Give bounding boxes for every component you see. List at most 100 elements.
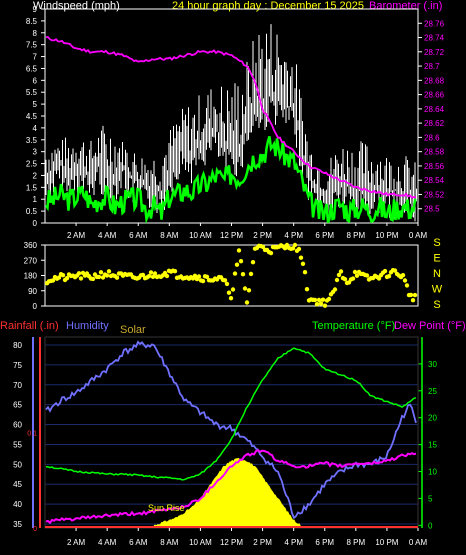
direction-point	[400, 273, 406, 278]
direction-y-tick-label: 270	[24, 256, 38, 265]
direction-point	[98, 270, 104, 275]
direction-point	[316, 297, 322, 303]
direction-point	[290, 246, 296, 251]
direction-point	[320, 297, 326, 302]
direction-point	[364, 273, 370, 278]
rain-axis-title: Rainfall (.in)	[0, 320, 59, 332]
climate-x-tick-label: 10 AM	[189, 538, 212, 547]
direction-point	[222, 278, 228, 283]
dewpoint-axis-title: Dew Point (°F)	[394, 320, 466, 332]
climate-x-tick-label: 12 PM	[220, 538, 243, 547]
solar-series	[153, 457, 302, 528]
direction-point	[196, 274, 202, 279]
baro-y-tick-label: 28.52	[424, 190, 445, 199]
direction-point	[148, 270, 154, 275]
direction-point	[60, 273, 66, 278]
direction-point	[408, 292, 414, 298]
direction-side-label: S	[433, 299, 440, 311]
direction-point	[50, 278, 56, 283]
direction-point	[350, 276, 356, 281]
climate-x-tick-label: 6 AM	[129, 538, 148, 547]
direction-point	[164, 273, 170, 279]
wind-x-tick-label: 4 AM	[98, 231, 117, 240]
humidity-y-tick-label: 45	[13, 480, 22, 489]
direction-point	[96, 274, 102, 280]
wind-x-tick-label: 4 PM	[284, 231, 303, 240]
baro-y-tick-label: 28.58	[424, 148, 445, 157]
wind-y-tick-label: 1.5	[26, 183, 38, 192]
wind-x-tick-label: 2 AM	[67, 231, 86, 240]
direction-point	[336, 272, 342, 278]
wind-y-tick-label: 8.5	[26, 17, 38, 26]
direction-point	[244, 300, 250, 305]
direction-point	[300, 261, 306, 266]
direction-y-tick-label: 90	[28, 287, 37, 296]
direction-point	[64, 276, 70, 281]
wind-y-tick-label: 9	[33, 5, 38, 14]
direction-point	[326, 296, 332, 302]
direction-point	[386, 274, 392, 279]
wind-y-tick-label: 2	[33, 171, 38, 180]
direction-point	[304, 287, 310, 292]
direction-point	[242, 286, 248, 291]
direction-point	[410, 298, 416, 303]
wind-x-tick-label: 2 PM	[253, 231, 272, 240]
humidity-y-tick-label: 80	[13, 341, 22, 350]
wind-y-tick-label: 3	[33, 148, 38, 157]
direction-point	[230, 287, 236, 292]
direction-side-label: N	[433, 268, 441, 280]
temp-y-tick-label: 25	[428, 387, 437, 396]
baro-y-tick-label: 28.72	[424, 48, 445, 57]
wind-x-tick-label: 8 AM	[160, 231, 179, 240]
baro-y-tick-label: 28.74	[424, 34, 445, 43]
direction-point	[376, 276, 382, 281]
direction-point	[150, 274, 156, 279]
wind-y-tick-label: 4	[33, 124, 38, 133]
direction-point	[228, 296, 234, 301]
humidity-y-tick-label: 60	[13, 421, 22, 430]
baro-y-tick-label: 28.56	[424, 162, 445, 171]
direction-point	[248, 271, 254, 277]
humidity-y-tick-label: 75	[13, 361, 22, 370]
direction-point	[232, 271, 238, 276]
direction-point	[402, 278, 408, 283]
wind-y-tick-label: 5.5	[26, 88, 38, 97]
direction-point	[152, 271, 158, 276]
humidity-y-tick-label: 35	[13, 520, 22, 529]
direction-point	[298, 255, 304, 260]
climate-x-tick-label: 2 AM	[67, 538, 86, 547]
humidity-axis-title: Humidity	[66, 320, 109, 332]
humidity-y-tick-label: 40	[13, 500, 22, 509]
direction-point	[146, 274, 152, 279]
solar-axis-title: Solar	[120, 324, 146, 336]
temperature-series	[45, 347, 417, 481]
climate-x-tick-label: 8 AM	[160, 538, 179, 547]
wind-x-tick-label: 12 PM	[220, 231, 243, 240]
baro-y-tick-label: 28.5	[424, 205, 440, 214]
direction-point	[332, 287, 338, 292]
wind-x-tick-label: 6 PM	[315, 231, 334, 240]
direction-point	[338, 269, 344, 274]
direction-point	[342, 277, 348, 282]
wind-x-tick-label: 6 AM	[129, 231, 148, 240]
direction-point	[282, 246, 288, 251]
direction-point	[106, 269, 112, 274]
direction-point	[412, 292, 418, 298]
humidity-y-tick-label: 65	[13, 401, 22, 410]
temp-y-tick-label: 30	[428, 360, 437, 369]
wind-y-tick-label: 8	[33, 29, 38, 38]
climate-x-tick-label: 2 PM	[253, 538, 272, 547]
baro-y-tick-label: 28.6	[424, 133, 440, 142]
direction-point	[296, 246, 302, 252]
temp-y-tick-label: 5	[428, 494, 433, 503]
direction-point	[236, 248, 242, 253]
baro-y-tick-label: 28.62	[424, 119, 445, 128]
climate-x-tick-label: 10 PM	[375, 538, 398, 547]
direction-point	[322, 303, 328, 308]
dewpoint-series	[45, 449, 417, 525]
direction-point	[234, 262, 240, 267]
climate-x-tick-label: 6 PM	[315, 538, 334, 547]
humidity-y-tick-label: 70	[13, 381, 22, 390]
baro-y-tick-label: 28.64	[424, 105, 445, 114]
temp-y-tick-label: 20	[428, 414, 437, 423]
